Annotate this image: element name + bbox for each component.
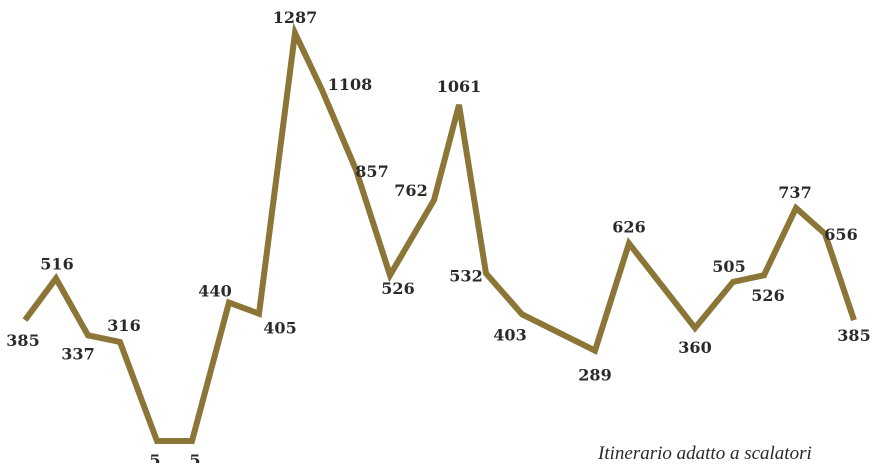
elevation-label: 337 xyxy=(61,344,94,363)
elevation-label: 737 xyxy=(778,183,811,202)
elevation-label: 516 xyxy=(40,254,73,273)
elevation-labels: 385 516 337 316 5 5 440 405 1287 1108 857 526 762 106… xyxy=(6,8,870,463)
elevation-profile-line xyxy=(22,22,857,444)
elevation-label: 360 xyxy=(678,338,711,357)
elevation-label: 1108 xyxy=(328,75,373,94)
elevation-label: 1287 xyxy=(273,8,318,27)
elevation-label: 385 xyxy=(837,326,870,345)
elevation-label: 532 xyxy=(449,266,482,285)
elevation-label: 385 xyxy=(6,331,39,350)
elevation-label: 289 xyxy=(578,366,611,385)
route-note: Itinerario adatto a scalatori xyxy=(598,443,812,464)
elevation-label: 5 xyxy=(189,451,200,463)
elevation-label: 526 xyxy=(751,286,784,305)
elevation-label: 316 xyxy=(107,316,140,335)
elevation-label: 626 xyxy=(612,217,645,236)
elevation-label: 762 xyxy=(394,181,427,200)
elevation-label: 526 xyxy=(381,279,414,298)
elevation-label: 440 xyxy=(198,282,231,301)
elevation-label: 1061 xyxy=(437,77,482,96)
elevation-label: 857 xyxy=(355,162,388,181)
elevation-label: 656 xyxy=(824,225,857,244)
elevation-label: 403 xyxy=(493,325,526,344)
elevation-label: 5 xyxy=(149,451,160,463)
elevation-label: 405 xyxy=(263,319,296,338)
elevation-label: 505 xyxy=(712,257,745,276)
